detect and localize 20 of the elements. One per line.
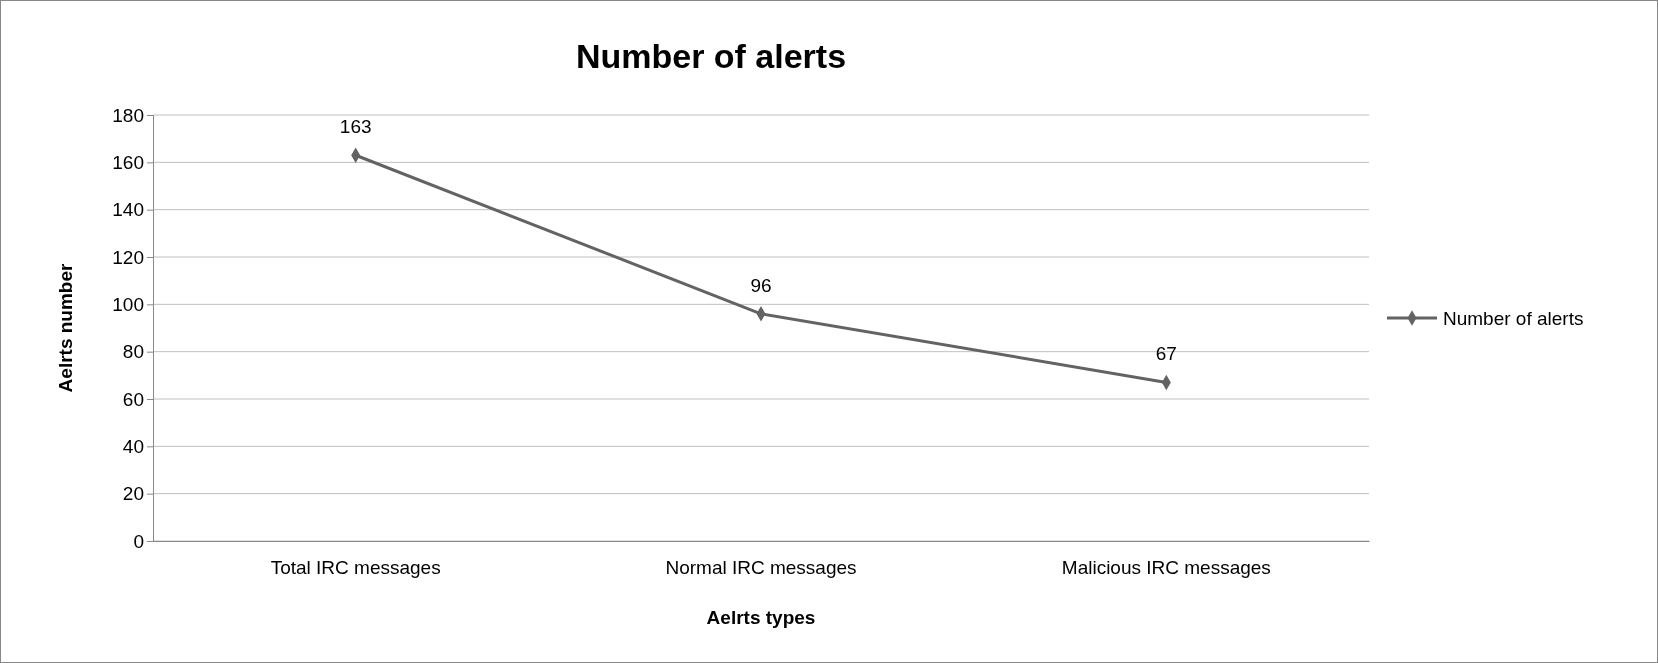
x-tick-label: Total IRC messages: [270, 557, 441, 579]
x-tick-label: Normal IRC messages: [665, 557, 857, 579]
x-axis-title: Aelrts types: [706, 607, 816, 628]
x-tick-label: Malicious IRC messages: [1061, 557, 1271, 579]
y-tick-label: 60: [122, 388, 144, 410]
y-tick-label: 140: [112, 199, 144, 221]
y-tick-label: 180: [112, 104, 144, 126]
y-tick-label: 120: [112, 246, 144, 268]
y-tick-label: 0: [133, 530, 144, 552]
y-tick-label: 20: [122, 483, 144, 505]
data-label: 96: [750, 274, 772, 296]
y-tick-label: 40: [122, 435, 144, 457]
data-label: 163: [339, 116, 372, 138]
chart-title: Number of alerts: [575, 37, 847, 75]
y-tick-label: 100: [112, 293, 144, 315]
data-label: 67: [1155, 343, 1177, 365]
legend-label: Number of alerts: [1443, 308, 1584, 329]
y-axis-title: Aelrts number: [55, 262, 76, 393]
y-tick-label: 160: [112, 151, 144, 173]
y-tick-label: 80: [122, 341, 144, 363]
